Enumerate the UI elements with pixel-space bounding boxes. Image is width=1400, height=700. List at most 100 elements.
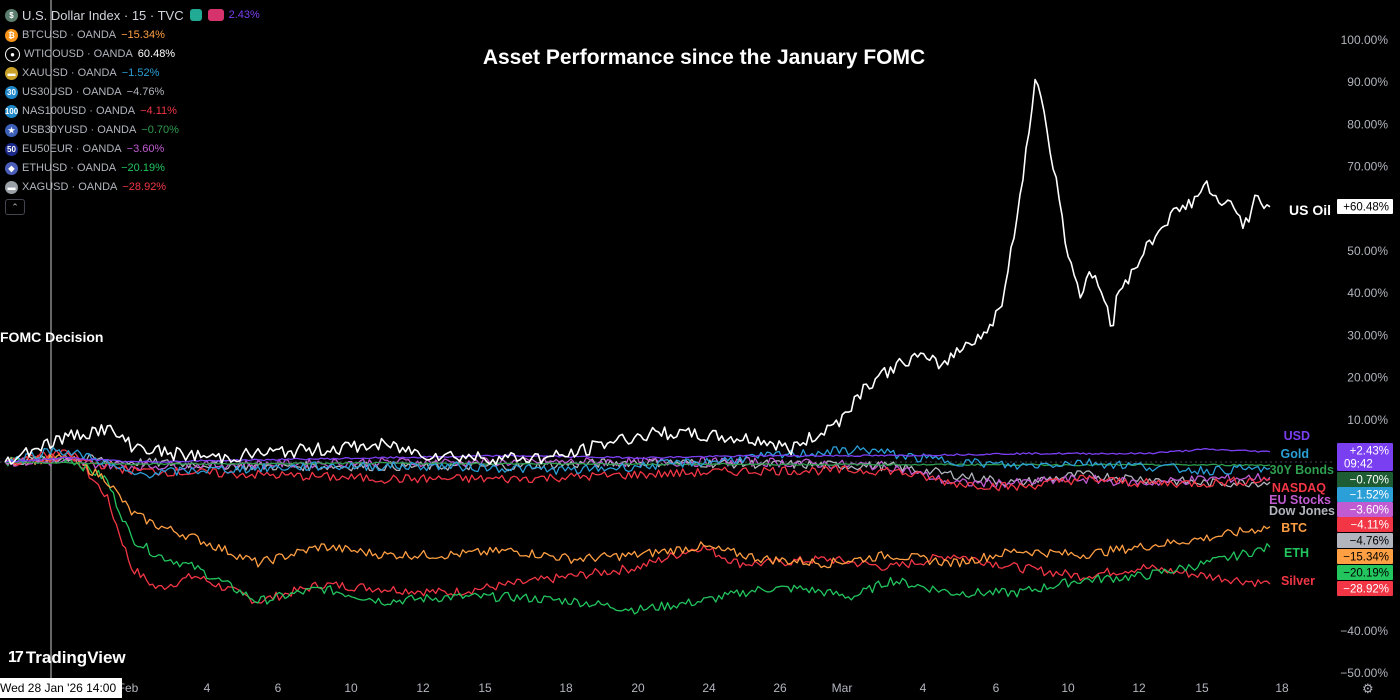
x-tick-label: 26 [773,681,787,695]
legend-row[interactable]: ▬ XAUUSD · OANDA −1.52% [5,64,260,83]
chevron-up-icon[interactable]: ⌃ [5,199,25,215]
symbol-title: U.S. Dollar Index · 15 · TVC [22,7,184,23]
legend-row[interactable]: ★ USB30YUSD · OANDA −0.70% [5,121,260,140]
remove-icon[interactable] [207,9,224,21]
x-tick-label: 12 [416,681,430,695]
series-name-label: EU Stocks [1269,493,1331,507]
legend-symbol: WTICOUSD · OANDA [24,48,133,60]
legend-row[interactable]: 50 EU50EUR · OANDA −3.60% [5,140,260,159]
value-tag [1337,581,1393,596]
value-tag-text: +2.43% [1350,446,1389,458]
legend-row[interactable]: 30 US30USD · OANDA −4.76% [5,83,260,102]
series-name-label: USD [1284,429,1310,443]
series-line [4,456,1271,489]
x-tick-label: 18 [559,681,573,695]
value-tag-text: −15.34% [1343,552,1389,564]
tradingview-mark-icon: 17 [8,649,24,666]
value-tag-text: −1.52% [1350,490,1389,502]
gold-bar-icon: ▬ [5,67,18,80]
y-tick-label: −40.00% [1340,624,1388,638]
value-tag-text: −4.11% [1351,520,1389,532]
value-tag [1337,487,1393,502]
x-tick-label: 10 [344,681,358,695]
y-tick-label: 100.00% [1341,33,1389,47]
tradingview-watermark: TradingView [25,648,126,667]
x-tick-label: 6 [275,681,282,695]
series-name-label: Silver [1281,574,1315,588]
nas100-icon: 100 [4,105,19,118]
series-line [4,455,1271,615]
value-tag-text: −4.76% [1350,536,1389,548]
legend-symbol: XAUUSD · OANDA [22,67,117,79]
legend-value: −4.11% [140,105,177,117]
series-line [4,452,1271,492]
series-name-label: 30Y Bonds [1270,463,1334,477]
x-tick-label: Mar [832,681,853,695]
legend-value: 60.48% [137,48,176,60]
series-line [4,78,1271,466]
series-name-label: US Oil [1289,202,1331,218]
crosshair-date-label: Wed 28 Jan '26 14:00 [0,678,123,698]
symbol-value: 2.43% [228,8,260,21]
legend-value: −28.92% [122,181,167,193]
series-legend: $ U.S. Dollar Index · 15 · TVC 2.43% ₿ BT… [5,4,260,215]
value-tag [1337,517,1393,532]
y-tick-label: 80.00% [1347,117,1388,131]
legend-value: −0.70% [141,124,179,136]
legend-row[interactable]: ◆ ETHUSD · OANDA −20.19% [5,159,260,178]
legend-value: −15.34% [121,29,165,41]
series-name-label: ETH [1284,546,1309,560]
x-tick-label: 15 [478,681,492,695]
fomc-annotation: FOMC Decision [0,329,104,345]
legend-row[interactable]: ₿ BTCUSD · OANDA −15.34% [5,26,260,45]
legend-value: −1.52% [121,67,160,79]
y-tick-label: 70.00% [1347,160,1388,174]
visibility-toggle-icon[interactable] [189,9,202,21]
series-name-label: NASDAQ [1272,481,1326,495]
y-tick-label: 20.00% [1347,371,1388,385]
value-tag-text: −0.70% [1350,475,1389,487]
x-tick-label: 4 [204,681,211,695]
legend-value: −4.76% [126,86,165,98]
legend-value: −20.19% [121,162,165,174]
x-tick-label: 15 [1195,681,1209,695]
value-tag [1337,549,1393,564]
value-tag [1337,565,1393,580]
y-tick-label: 50.00% [1347,244,1388,258]
legend-row[interactable]: ▬ XAGUSD · OANDA −28.92% [5,178,260,197]
x-tick-label: 24 [702,681,716,695]
x-tick-label: 10 [1061,681,1075,695]
value-tag [1337,533,1393,548]
legend-symbol: NAS100USD · OANDA [22,105,136,117]
us-flag-icon: ★ [5,124,18,137]
value-tag [1337,472,1393,487]
series-line [4,460,1271,467]
legend-main-symbol[interactable]: $ U.S. Dollar Index · 15 · TVC 2.43% [5,4,260,26]
y-tick-label: 40.00% [1347,286,1388,300]
eu50-icon: 50 [5,143,18,156]
x-tick-label: 18 [1275,681,1289,695]
value-tag-time: 09:42 [1344,459,1373,471]
gear-icon[interactable]: ⚙ [1362,681,1374,696]
series-name-label: Dow Jones [1269,504,1335,518]
legend-symbol: BTCUSD · OANDA [22,29,117,41]
legend-symbol: EU50EUR · OANDA [22,143,122,155]
y-tick-label: 30.00% [1347,328,1388,342]
value-tag-text: +60.48% [1343,202,1389,214]
y-tick-label: −50.00% [1340,666,1388,680]
oil-drop-icon: ● [5,47,20,62]
legend-row[interactable]: ● WTICOUSD · OANDA 60.48% [5,45,260,64]
legend-row[interactable]: 100 NAS100USD · OANDA −4.11% [5,102,260,121]
y-tick-label: 10.00% [1347,413,1388,427]
value-tag-text: −20.19% [1343,568,1389,580]
legend-symbol: XAGUSD · OANDA [22,181,118,193]
legend-symbol: USB30YUSD · OANDA [22,124,137,136]
x-tick-label: 12 [1132,681,1146,695]
x-tick-label: Feb [118,681,139,695]
value-tag [1337,502,1393,517]
x-tick-label: 6 [993,681,1000,695]
series-name-label: BTC [1281,521,1307,535]
value-tag [1337,199,1393,214]
legend-symbol: US30USD · OANDA [22,86,122,98]
